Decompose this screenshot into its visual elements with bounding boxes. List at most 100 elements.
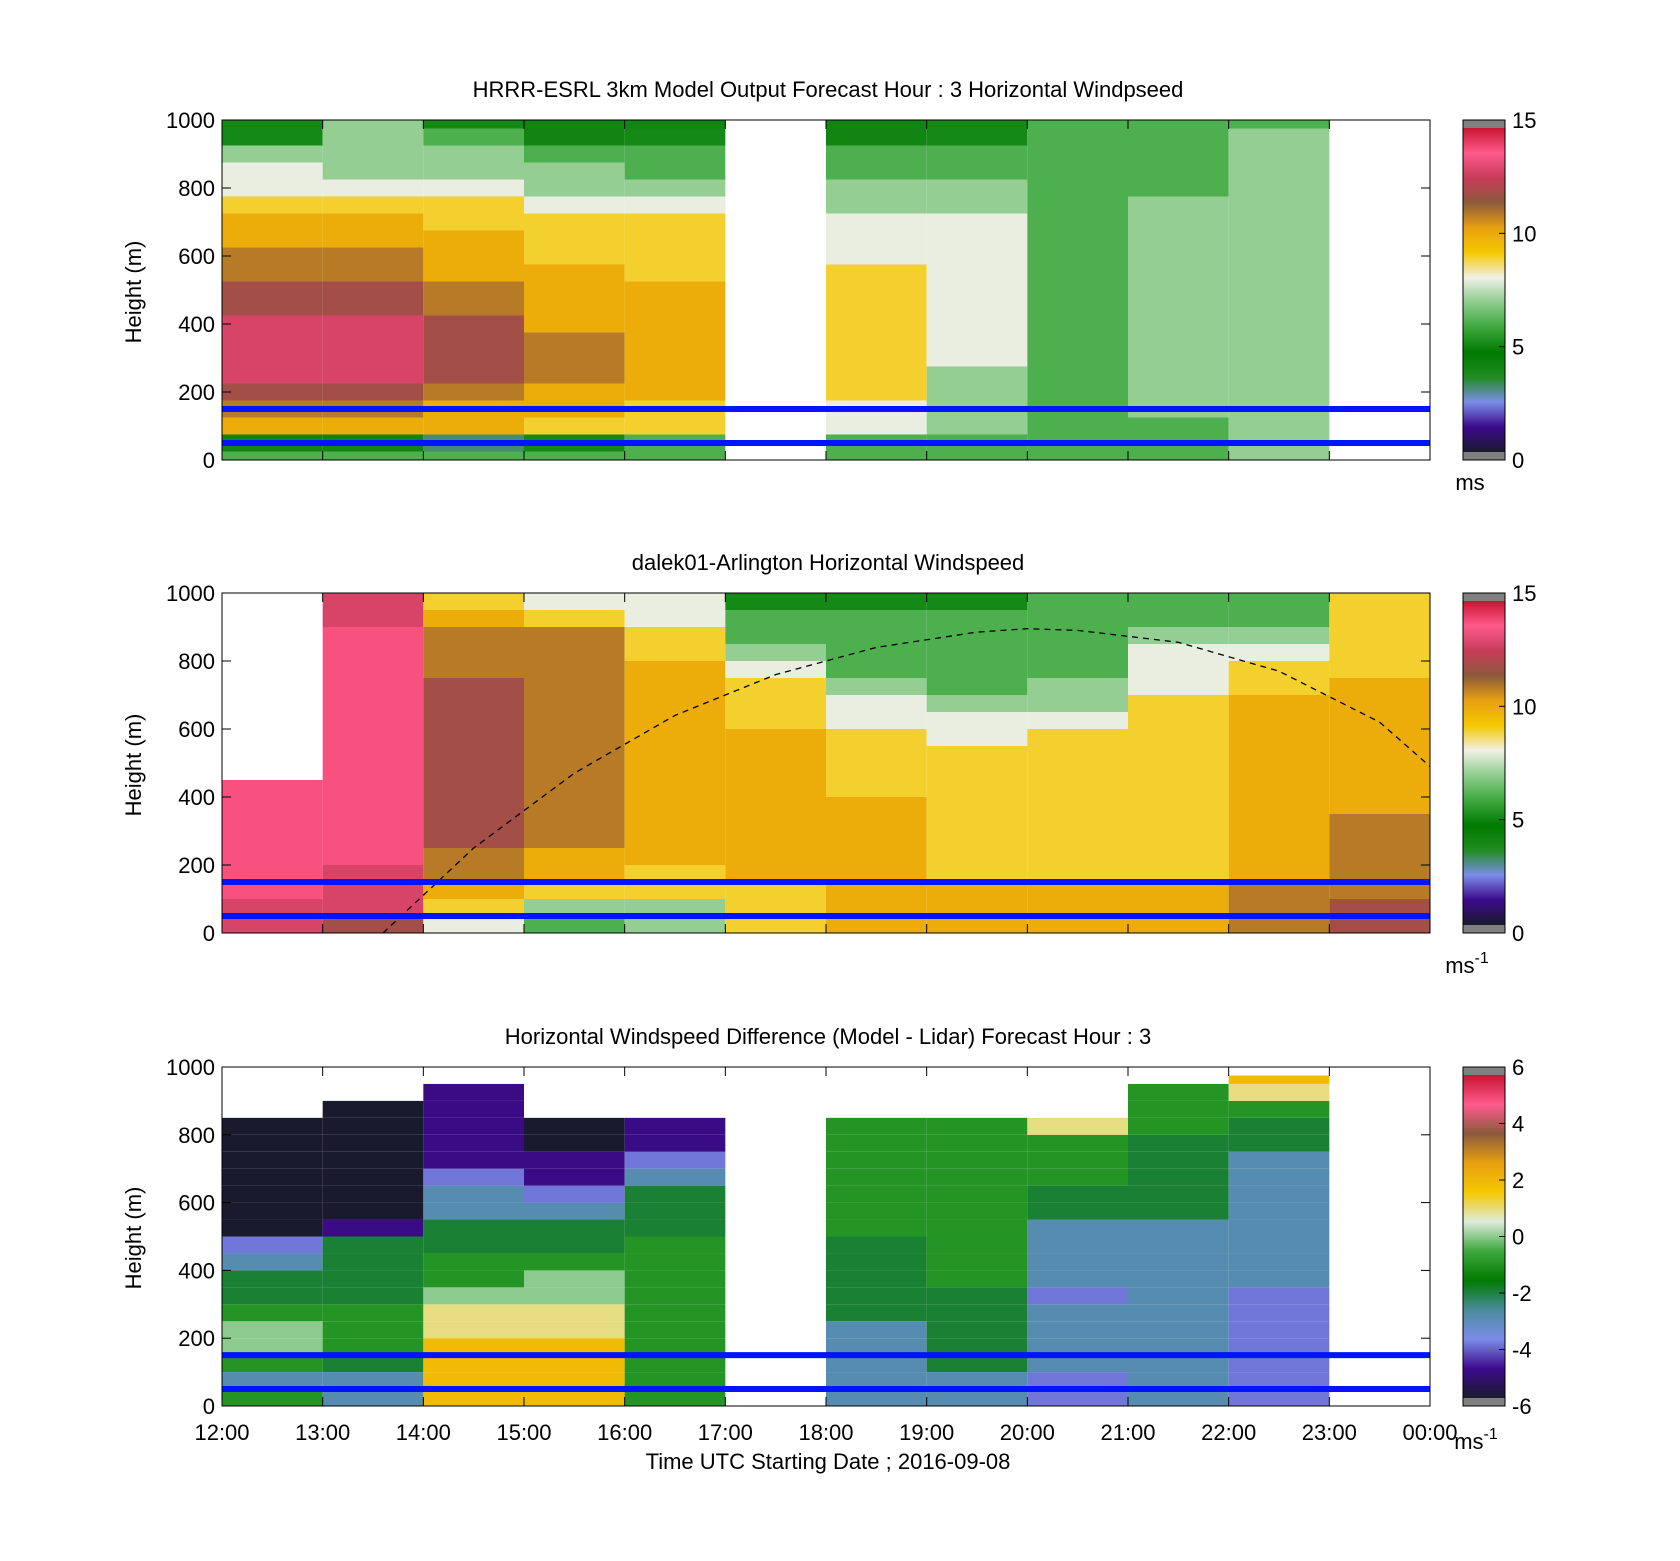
heatmap-cell [926, 848, 1028, 865]
heatmap-cell [423, 128, 524, 146]
heatmap-cell [624, 281, 726, 299]
heatmap-cell [322, 298, 424, 316]
heatmap-cell [1128, 332, 1229, 350]
heatmap-cell [624, 712, 726, 729]
heatmap-cell [624, 230, 726, 248]
heatmap-cell [624, 1168, 726, 1186]
heatmap-cell [222, 899, 323, 916]
heatmap-cell [1329, 831, 1430, 848]
heatmap-cell [1027, 1168, 1128, 1186]
heatmap-cell [1027, 661, 1128, 678]
heatmap-cell [524, 298, 625, 316]
x-tick-label: 19:00 [899, 1420, 954, 1445]
heatmap-cell [222, 1134, 323, 1152]
heatmap-cell [624, 179, 726, 197]
heatmap-cell [423, 848, 524, 865]
heatmap-cell [524, 247, 625, 265]
heatmap-cell [624, 383, 726, 401]
heatmap-cell [1027, 264, 1128, 282]
y-tick-label: 400 [178, 312, 215, 337]
heatmap-cell [624, 1372, 726, 1390]
heatmap-cell [1128, 916, 1229, 933]
heatmap-cell [222, 1389, 323, 1406]
heatmap-cell [423, 899, 524, 916]
heatmap-cell [926, 315, 1028, 333]
heatmap-cell [624, 1355, 726, 1373]
colorbar-tick-label: 15 [1512, 581, 1536, 606]
heatmap-cell [322, 712, 424, 729]
heatmap-cell [1128, 593, 1229, 610]
heatmap-cell [1128, 1117, 1229, 1135]
heatmap-cell [524, 264, 625, 282]
heatmap-cell [926, 1338, 1028, 1356]
heatmap-cell [1128, 366, 1229, 384]
heatmap-cell [222, 417, 323, 435]
y-tick-label: 0 [203, 448, 215, 473]
heatmap-cell [222, 1202, 323, 1220]
heatmap-cell [624, 120, 726, 129]
heatmap-cell [1228, 644, 1330, 661]
heatmap-cell [826, 797, 927, 814]
heatmap-cell [423, 695, 524, 712]
heatmap-cell [725, 763, 826, 780]
panel-model-ylabel: Height (m) [121, 241, 146, 344]
heatmap-cell [423, 780, 524, 797]
heatmap-cell [1128, 264, 1229, 282]
heatmap-cell [1228, 349, 1330, 367]
heatmap-cell [926, 1151, 1028, 1169]
colorbar-tick-label: 5 [1512, 808, 1524, 833]
heatmap-cell [1128, 120, 1229, 129]
heatmap-cell [826, 1372, 927, 1390]
y-tick-label: 0 [203, 1394, 215, 1419]
heatmap-cell [1228, 678, 1330, 695]
heatmap-cell [322, 196, 424, 214]
heatmap-cell [1128, 230, 1229, 248]
heatmap-cell [322, 797, 424, 814]
heatmap-cell [826, 1219, 927, 1237]
heatmap-cell [1228, 627, 1330, 644]
heatmap-cell [926, 627, 1028, 644]
heatmap-cell [423, 814, 524, 831]
heatmap-cell [524, 120, 625, 129]
heatmap-cell [1027, 865, 1128, 882]
colorbar-ramp [1463, 601, 1505, 925]
heatmap-cell [826, 383, 927, 401]
heatmap-cell [1228, 264, 1330, 282]
heatmap-cell [826, 899, 927, 916]
heatmap-cell [423, 831, 524, 848]
heatmap-cell [826, 831, 927, 848]
heatmap-cell [624, 1151, 726, 1169]
heatmap-cell [1228, 1134, 1330, 1152]
heatmap-cell [826, 882, 927, 899]
panel-model-heatmap [222, 120, 1430, 460]
heatmap-cell [322, 1321, 424, 1339]
heatmap-cell [423, 1338, 524, 1356]
heatmap-cell [826, 1185, 927, 1203]
panel-lidar-ylabel: Height (m) [121, 714, 146, 817]
heatmap-cell [423, 196, 524, 214]
panel-lidar-unit-base: ms [1445, 953, 1474, 978]
heatmap-cell [322, 1134, 424, 1152]
heatmap-cell [423, 661, 524, 678]
heatmap-cell [624, 882, 726, 899]
heatmap-cell [222, 281, 323, 299]
heatmap-cell [322, 882, 424, 899]
heatmap-cell [524, 1253, 625, 1271]
heatmap-cell [926, 1219, 1028, 1237]
heatmap-cell [1027, 451, 1128, 460]
panel-difference-colorbar: -6 -4 -2 0 2 4 6 [1462, 1055, 1532, 1419]
heatmap-cell [423, 593, 524, 610]
heatmap-cell [1027, 1372, 1128, 1390]
heatmap-cell [524, 349, 625, 367]
heatmap-cell [1128, 695, 1229, 712]
panel-lidar-title: dalek01-Arlington Horizontal Windspeed [632, 550, 1025, 575]
heatmap-cell [624, 729, 726, 746]
heatmap-cell [322, 763, 424, 780]
heatmap-cell [1027, 349, 1128, 367]
heatmap-cell [1027, 196, 1128, 214]
heatmap-cell [1228, 315, 1330, 333]
heatmap-cell [1128, 213, 1229, 231]
heatmap-cell [1128, 179, 1229, 197]
heatmap-cell [423, 1100, 524, 1118]
heatmap-cell [423, 179, 524, 197]
